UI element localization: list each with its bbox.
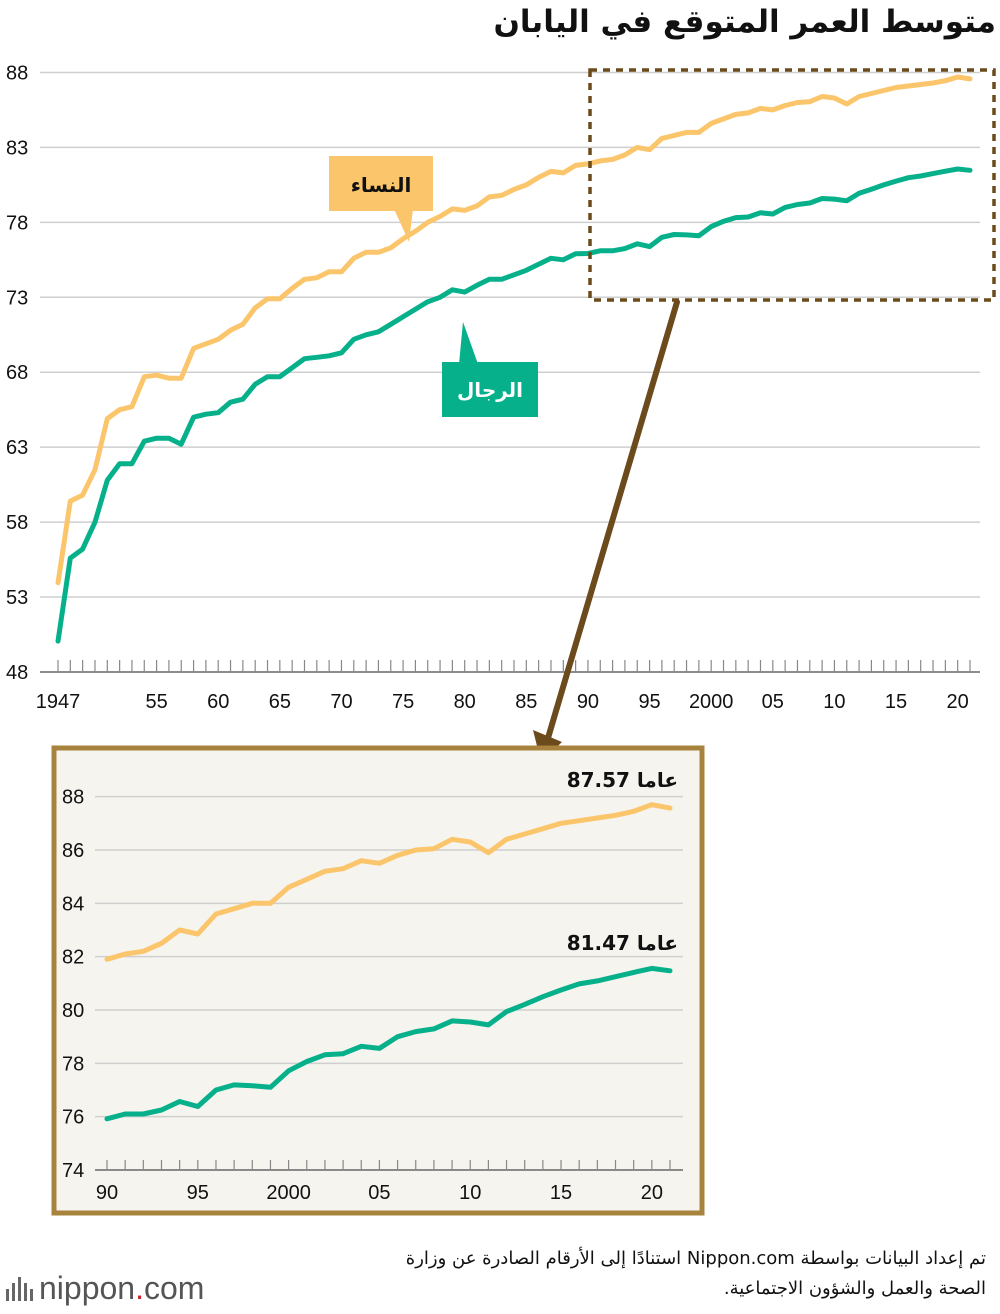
inset-series-line-men (104, 965, 673, 1122)
main-chart-lines (55, 74, 973, 644)
main-chart-grid (40, 71, 980, 598)
men-callout-pointer (459, 322, 478, 364)
logo-dot: . (135, 1270, 144, 1306)
inset-x-tick-label: 10 (459, 1182, 481, 1204)
main-y-tick-label: 88 (6, 62, 28, 84)
main-series-line-men (55, 166, 973, 644)
main-x-tick-label: 1947 (36, 691, 81, 713)
inset-x-tick-label: 90 (96, 1182, 118, 1204)
inset-y-tick-label: 78 (62, 1053, 84, 1075)
main-x-tick-label: 90 (577, 691, 599, 713)
main-x-tick-label: 20 (947, 691, 969, 713)
footnote-line-2: الصحة والعمل والشؤون الاجتماعية. (723, 1278, 986, 1299)
inset-x-tick-label: 95 (187, 1182, 209, 1204)
inset-y-tick-label: 88 (62, 787, 84, 809)
inset-series-line-women (104, 802, 673, 962)
main-x-tick-label: 10 (823, 691, 845, 713)
main-x-tick-label: 95 (638, 691, 660, 713)
inset-y-tick-label: 86 (62, 840, 84, 862)
men-end-label: 81.47 عاما (567, 931, 678, 955)
main-y-tick-label: 48 (6, 662, 28, 684)
women-label: النساء (351, 173, 412, 197)
main-y-tick-label: 58 (6, 512, 28, 534)
main-y-tick-label: 68 (6, 362, 28, 384)
main-chart-axis: 48 53 58 63 68 73 78 83 88 1947 55 60 65 70 75 80 85 90 95… (6, 62, 980, 713)
men-callout: الرجال (442, 322, 538, 417)
main-y-tick-label: 63 (6, 437, 28, 459)
main-x-tick-label: 65 (269, 691, 291, 713)
main-y-tick-label: 53 (6, 587, 28, 609)
inset-y-tick-label: 76 (62, 1107, 84, 1129)
main-x-tick-label: 80 (454, 691, 476, 713)
footnote-line-1: تم إعداد البيانات بواسطة Nippon.com استن… (405, 1248, 986, 1269)
zoom-region-box (588, 68, 996, 302)
main-y-tick-label: 73 (6, 287, 28, 309)
nippon-logo: nippon. com (6, 1270, 204, 1307)
inset-chart-grid (95, 795, 683, 1118)
inset-y-tick-label: 74 (62, 1160, 84, 1182)
logo-suffix: com (143, 1270, 205, 1306)
footnote: تم إعداد البيانات بواسطة Nippon.com استن… (226, 1244, 986, 1304)
main-x-tick-label: 60 (207, 691, 229, 713)
bars-icon (6, 1276, 33, 1301)
main-x-tick-label: 15 (885, 691, 907, 713)
main-series-line-women (55, 74, 973, 586)
inset-x-tick-label: 20 (641, 1182, 663, 1204)
women-callout: النساء (329, 156, 433, 242)
main-x-tick-label: 05 (762, 691, 784, 713)
chart-title: متوسط العمر المتوقع في اليابان (493, 4, 996, 40)
women-callout-pointer (394, 209, 413, 242)
women-end-label: 87.57 عاما (567, 768, 678, 792)
inset-chart-axis: 74 76 78 80 82 84 86 88 90 95 2000 05 10 15 20 (62, 787, 683, 1204)
main-y-tick-label: 78 (6, 212, 28, 234)
main-x-tick-label: 55 (145, 691, 167, 713)
inset-chart-lines (104, 802, 673, 1122)
men-label: الرجال (457, 378, 523, 402)
inset-x-tick-label: 05 (368, 1182, 390, 1204)
women-callout-box (329, 156, 433, 211)
inset-y-tick-label: 80 (62, 1000, 84, 1022)
main-x-tick-label: 70 (330, 691, 352, 713)
inset-x-tick-label: 2000 (266, 1182, 311, 1204)
inset-y-tick-label: 82 (62, 947, 84, 969)
main-x-tick-label: 85 (515, 691, 537, 713)
main-y-tick-label: 83 (6, 137, 28, 159)
men-callout-box (442, 362, 538, 417)
main-x-tick-label: 2000 (689, 691, 734, 713)
logo-brand: nippon (39, 1270, 136, 1306)
main-x-tick-label: 75 (392, 691, 414, 713)
inset-x-tick-label: 15 (550, 1182, 572, 1204)
inset-y-tick-label: 84 (62, 893, 84, 915)
